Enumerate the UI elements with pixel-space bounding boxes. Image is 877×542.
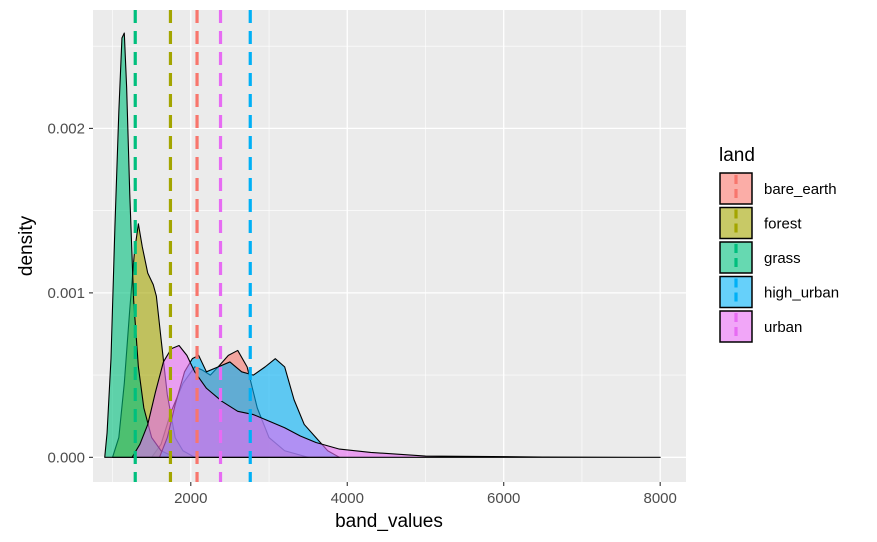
legend-label-bare_earth: bare_earth <box>764 181 837 198</box>
x-axis: 2000 4000 6000 8000 <box>174 482 677 507</box>
legend-item-forest: forest <box>719 206 802 240</box>
x-tick-label: 2000 <box>174 490 207 507</box>
legend-item-high_urban: high_urban <box>719 275 839 309</box>
legend-item-bare_earth: bare_earth <box>719 172 837 205</box>
y-tick-label: 0.000 <box>47 449 85 466</box>
mean-lines <box>133 10 252 482</box>
grid-minor <box>93 10 686 482</box>
y-tick-label: 0.001 <box>47 285 85 302</box>
legend-item-grass: grass <box>719 241 801 274</box>
legend-title: land <box>719 145 755 166</box>
x-axis-title: band_values <box>335 511 443 532</box>
legend-label-high_urban: high_urban <box>764 285 839 302</box>
density-urban <box>131 344 661 458</box>
legend-item-urban: urban <box>719 310 802 343</box>
x-tick-label: 6000 <box>487 490 520 507</box>
x-tick-label: 4000 <box>331 490 364 507</box>
y-axis: 0.000 0.001 0.002 <box>47 120 93 466</box>
y-tick-label: 0.002 <box>47 120 85 137</box>
legend-label-forest: forest <box>764 216 802 233</box>
y-axis-title: density <box>16 215 37 276</box>
legend-label-grass: grass <box>764 250 801 267</box>
x-tick-label: 8000 <box>643 490 676 507</box>
legend-label-urban: urban <box>764 319 802 336</box>
density-areas <box>104 32 661 458</box>
